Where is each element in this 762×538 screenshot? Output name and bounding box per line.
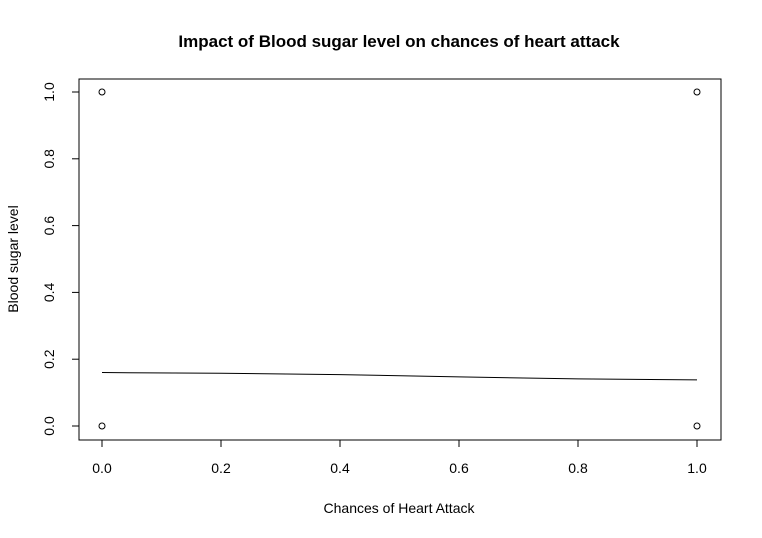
x-tick-label: 0.0	[92, 460, 112, 476]
data-point	[98, 422, 106, 430]
data-points	[98, 88, 701, 430]
x-axis-label: Chances of Heart Attack	[324, 500, 476, 516]
data-point	[693, 88, 701, 96]
x-tick-label: 0.6	[449, 460, 469, 476]
x-axis: 0.0 0.2 0.4 0.6 0.8 1.0	[92, 439, 707, 476]
x-tick-label: 1.0	[687, 460, 707, 476]
y-tick-label: 1.0	[41, 82, 57, 102]
data-point	[98, 88, 106, 96]
fit-line	[101, 372, 698, 381]
y-tick-label: 0.8	[41, 149, 57, 169]
x-tick-label: 0.2	[211, 460, 231, 476]
y-tick-label: 0.6	[41, 216, 57, 236]
data-point	[693, 422, 701, 430]
plot-frame	[78, 78, 722, 441]
x-tick-label: 0.8	[568, 460, 588, 476]
fit-line-group	[101, 372, 698, 381]
y-axis: 0.0 0.2 0.4 0.6 0.8 1.0	[41, 82, 80, 436]
y-tick-label: 0.4	[41, 282, 57, 302]
y-tick-label: 0.2	[41, 349, 57, 369]
y-tick-label: 0.0	[41, 416, 57, 436]
chart-title: Impact of Blood sugar level on chances o…	[178, 32, 620, 51]
y-axis-label: Blood sugar level	[5, 205, 21, 312]
x-tick-label: 0.4	[330, 460, 350, 476]
